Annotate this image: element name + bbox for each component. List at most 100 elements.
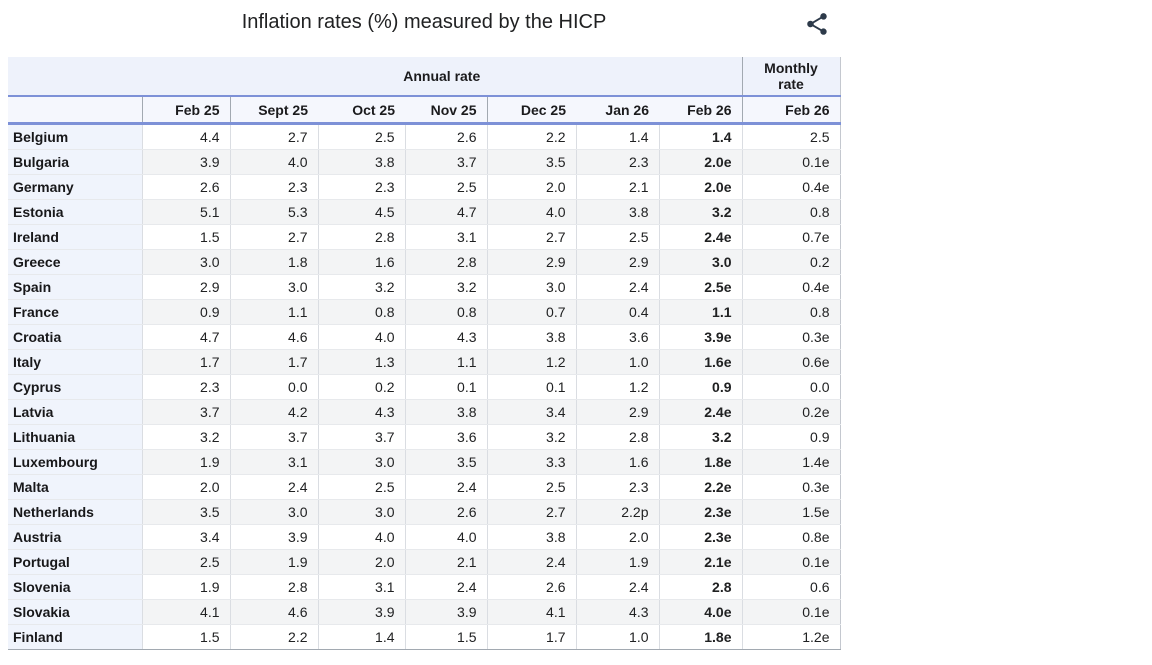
cell: 1.9 (141, 449, 230, 475)
cell: 3.1 (317, 574, 405, 600)
cell: 3.8 (317, 149, 405, 175)
cell: 2.4e (658, 224, 742, 250)
cell: 0.3e (741, 474, 841, 500)
column-header: Dec 25 (487, 96, 576, 125)
cell: 3.0 (141, 249, 230, 275)
cell: 4.0 (317, 324, 405, 350)
column-header: Jan 26 (576, 96, 659, 125)
cell: 2.4 (575, 274, 659, 300)
cell: 1.0 (575, 349, 659, 375)
cell: 2.1e (658, 549, 742, 575)
table-row: Slovakia 4.1 4.6 3.9 3.9 4.1 4.3 4.0e 0.1e (8, 599, 841, 625)
table-row: Latvia 3.7 4.2 4.3 3.8 3.4 2.9 2.4e 0.2e (8, 399, 841, 425)
column-header: Oct 25 (318, 96, 405, 125)
cell: 3.9 (229, 524, 318, 550)
cell: 3.0 (229, 274, 318, 300)
cell: 3.8 (404, 399, 487, 425)
row-header: Latvia (8, 399, 143, 425)
cell: 2.8 (317, 224, 405, 250)
table-row: Slovenia 1.9 2.8 3.1 2.4 2.6 2.4 2.8 0.6 (8, 574, 841, 600)
table-row: Malta 2.0 2.4 2.5 2.4 2.5 2.3 2.2e 0.3e (8, 474, 841, 500)
table-row: Belgium 4.4 2.7 2.5 2.6 2.2 1.4 1.4 2.5 (8, 123, 841, 150)
table-row: Luxembourg 1.9 3.1 3.0 3.5 3.3 1.6 1.8e 1.4e (8, 449, 841, 475)
cell: 2.8 (229, 574, 318, 600)
table-row: Finland 1.5 2.2 1.4 1.5 1.7 1.0 1.8e 1.2e (8, 624, 841, 650)
cell: 2.6 (486, 574, 576, 600)
cell: 4.6 (229, 599, 318, 625)
cell: 3.2 (141, 424, 230, 450)
cell: 2.5e (658, 274, 742, 300)
row-header: Netherlands (8, 499, 143, 525)
cell: 2.3 (575, 474, 659, 500)
cell: 3.7 (141, 399, 230, 425)
row-header: Spain (8, 274, 143, 300)
table-row: Lithuania 3.2 3.7 3.7 3.6 3.2 2.8 3.2 0.9 (8, 424, 841, 450)
cell: 2.9 (575, 399, 659, 425)
cell: 1.4 (575, 123, 659, 150)
cell: 0.6e (741, 349, 841, 375)
cell: 3.8 (486, 524, 576, 550)
cell: 2.5 (317, 474, 405, 500)
cell: 3.7 (317, 424, 405, 450)
cell: 1.9 (575, 549, 659, 575)
table-row: Spain 2.9 3.0 3.2 3.2 3.0 2.4 2.5e 0.4e (8, 274, 841, 300)
cell: 2.4 (575, 574, 659, 600)
cell: 0.4 (575, 299, 659, 325)
cell: 3.4 (141, 524, 230, 550)
table-row: Portugal 2.5 1.9 2.0 2.1 2.4 1.9 2.1e 0.1e (8, 549, 841, 575)
row-header: Germany (8, 174, 143, 200)
column-header: Nov 25 (405, 96, 488, 125)
row-header: Finland (8, 624, 143, 650)
column-header-row: Feb 25 Sept 25 Oct 25 Nov 25 Dec 25 Jan 26 Feb… (8, 96, 841, 125)
row-header: Ireland (8, 224, 143, 250)
cell: 1.8e (658, 449, 742, 475)
cell: 1.1 (658, 299, 742, 325)
table-row: Greece 3.0 1.8 1.6 2.8 2.9 2.9 3.0 0.2 (8, 249, 841, 275)
inflation-table: Annual rate Monthly rate Feb 25 Sept 25 Oc… (8, 57, 841, 650)
cell: 3.1 (229, 449, 318, 475)
cell: 2.8 (575, 424, 659, 450)
cell: 2.0 (575, 524, 659, 550)
table-row: Germany 2.6 2.3 2.3 2.5 2.0 2.1 2.0e 0.4e (8, 174, 841, 200)
monthly-rate-group-header: Monthly rate (741, 57, 841, 97)
cell: 2.7 (486, 224, 576, 250)
cell: 2.4 (229, 474, 318, 500)
cell: 2.0e (658, 174, 742, 200)
cell: 2.5 (575, 224, 659, 250)
cell: 0.2e (741, 399, 841, 425)
cell: 0.6 (741, 574, 841, 600)
cell: 3.7 (404, 149, 487, 175)
cell: 5.3 (229, 199, 318, 225)
cell: 1.5 (404, 624, 487, 650)
cell: 0.8 (741, 299, 841, 325)
cell: 4.0 (404, 524, 487, 550)
cell: 4.6 (229, 324, 318, 350)
cell: 0.4e (741, 274, 841, 300)
cell: 1.8 (229, 249, 318, 275)
cell: 4.3 (404, 324, 487, 350)
cell: 1.6 (317, 249, 405, 275)
cell: 1.6 (575, 449, 659, 475)
cell: 2.4 (486, 549, 576, 575)
row-header: Lithuania (8, 424, 143, 450)
cell: 0.1 (486, 374, 576, 400)
cell: 2.0e (658, 149, 742, 175)
cell: 3.0 (658, 249, 742, 275)
cell: 1.5e (741, 499, 841, 525)
row-header: Slovenia (8, 574, 143, 600)
cell: 2.0 (141, 474, 230, 500)
share-button[interactable] (801, 8, 833, 40)
cell: 4.7 (404, 199, 487, 225)
page-title: Inflation rates (%) measured by the HICP (241, 11, 607, 33)
cell: 1.2e (741, 624, 841, 650)
column-header: Feb 26 (659, 96, 743, 125)
cell: 4.0e (658, 599, 742, 625)
cell: 3.5 (486, 149, 576, 175)
cell: 3.6 (575, 324, 659, 350)
cell: 1.6e (658, 349, 742, 375)
cell: 0.1e (741, 149, 841, 175)
cell: 1.1 (404, 349, 487, 375)
cell: 2.9 (486, 249, 576, 275)
row-header: Austria (8, 524, 143, 550)
row-header: Luxembourg (8, 449, 143, 475)
